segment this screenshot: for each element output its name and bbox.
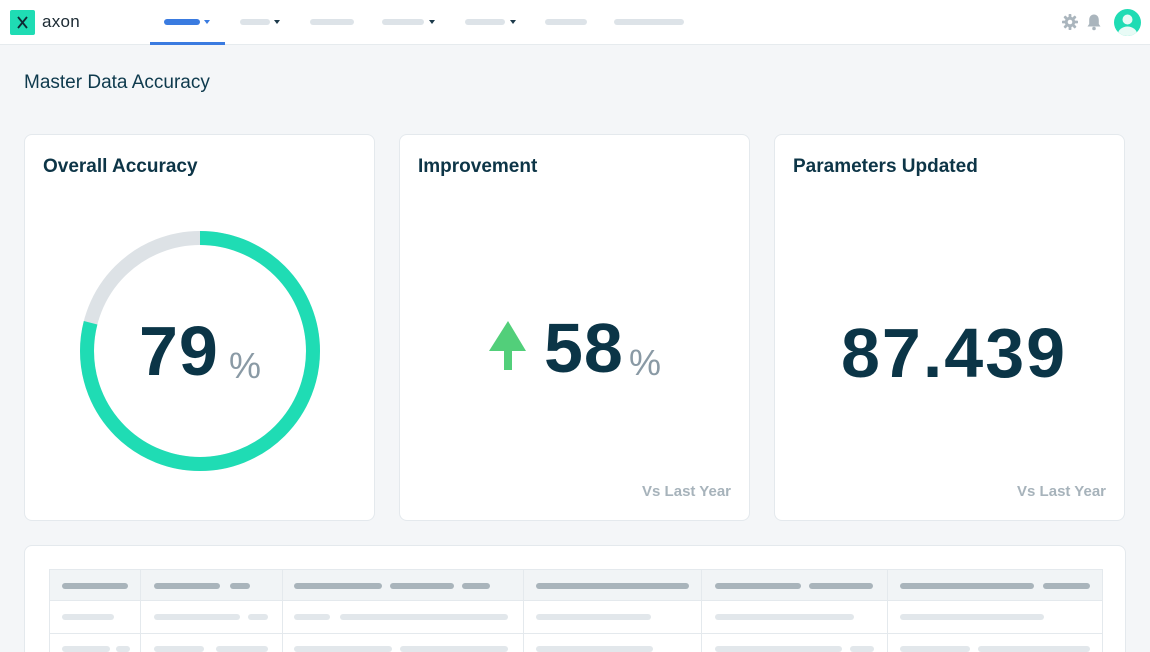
table-cell [536,614,651,620]
nav-item-1[interactable] [150,0,225,45]
user-silhouette-icon [1118,14,1137,36]
column-divider [282,570,283,652]
column-divider [701,570,702,652]
accuracy-value: 79 [139,312,219,390]
nav-item-3-label [310,19,354,25]
chevron-down-icon [510,20,516,24]
column-divider [140,570,141,652]
table-cell [154,614,240,620]
table-cell [216,646,268,652]
axon-logo[interactable] [10,10,35,35]
nav-item-7-label [614,19,684,25]
column-divider [523,570,524,652]
brand-name: axon [42,12,81,31]
table-cell [116,646,130,652]
overall-accuracy-card: Overall Accuracy 79 % [24,134,375,521]
improvement-unit: % [629,342,662,383]
arrow-up-icon [489,321,526,370]
nav-item-2[interactable] [232,0,292,45]
table-header-cell [230,583,250,589]
active-tab-indicator [150,42,225,45]
table-header-cell[interactable] [536,583,689,589]
table-header-cell [809,583,873,589]
close-x-logo-icon [17,16,28,29]
table-cell [850,646,874,652]
nav-item-6-label [545,19,587,25]
data-table-panel [24,545,1126,652]
table-cell [154,646,204,652]
table-cell [340,614,508,620]
chevron-down-icon [429,20,435,24]
improvement-card: Improvement 58 % Vs Last Year [399,134,750,521]
table-cell [248,614,268,620]
table-cell [978,646,1090,652]
data-table [49,569,1103,652]
nav-item-7[interactable] [606,0,692,45]
table-cell [400,646,508,652]
gear-icon[interactable] [1061,13,1079,31]
top-navigation-bar: axon [0,0,1150,45]
page-title: Master Data Accuracy [24,72,210,93]
row-divider [50,633,1102,634]
table-header-cell[interactable] [715,583,801,589]
accuracy-donut-chart [80,231,320,471]
nav-item-5[interactable] [457,0,523,45]
nav-item-3[interactable] [302,0,362,45]
improvement-value: 58 [544,309,624,387]
nav-item-4-label [382,19,424,25]
parameters-footnote: Vs Last Year [1017,483,1106,500]
table-header-cell [462,583,490,589]
nav-item-4[interactable] [374,0,440,45]
card-title: Overall Accuracy [43,156,198,177]
nav-item-1-label [164,19,200,25]
table-cell [715,614,854,620]
column-divider [887,570,888,652]
table-cell [536,646,653,652]
table-cell [715,646,842,652]
table-cell [294,646,392,652]
table-cell [900,614,1044,620]
accuracy-unit: % [229,345,262,386]
parameters-updated-card: Parameters Updated 87.439 Vs Last Year [774,134,1125,521]
nav-item-5-label [465,19,505,25]
parameters-value: 87.439 [841,314,1068,392]
card-title: Parameters Updated [793,156,978,177]
table-header-cell[interactable] [900,583,1034,589]
user-avatar-icon[interactable] [1114,9,1141,36]
donut-fill [80,231,320,471]
table-cell [294,614,330,620]
table-cell [62,646,110,652]
nav-item-2-label [240,19,270,25]
table-header-cell [390,583,454,589]
table-cell [900,646,970,652]
bell-icon[interactable] [1086,13,1102,31]
nav-item-6[interactable] [537,0,595,45]
table-header-cell[interactable] [62,583,128,589]
chevron-down-icon [204,20,210,24]
improvement-footnote: Vs Last Year [642,483,731,500]
table-header-cell[interactable] [294,583,382,589]
chevron-down-icon [274,20,280,24]
table-cell [62,614,114,620]
table-header-cell[interactable] [154,583,220,589]
table-header-cell [1043,583,1090,589]
card-title: Improvement [418,156,538,177]
